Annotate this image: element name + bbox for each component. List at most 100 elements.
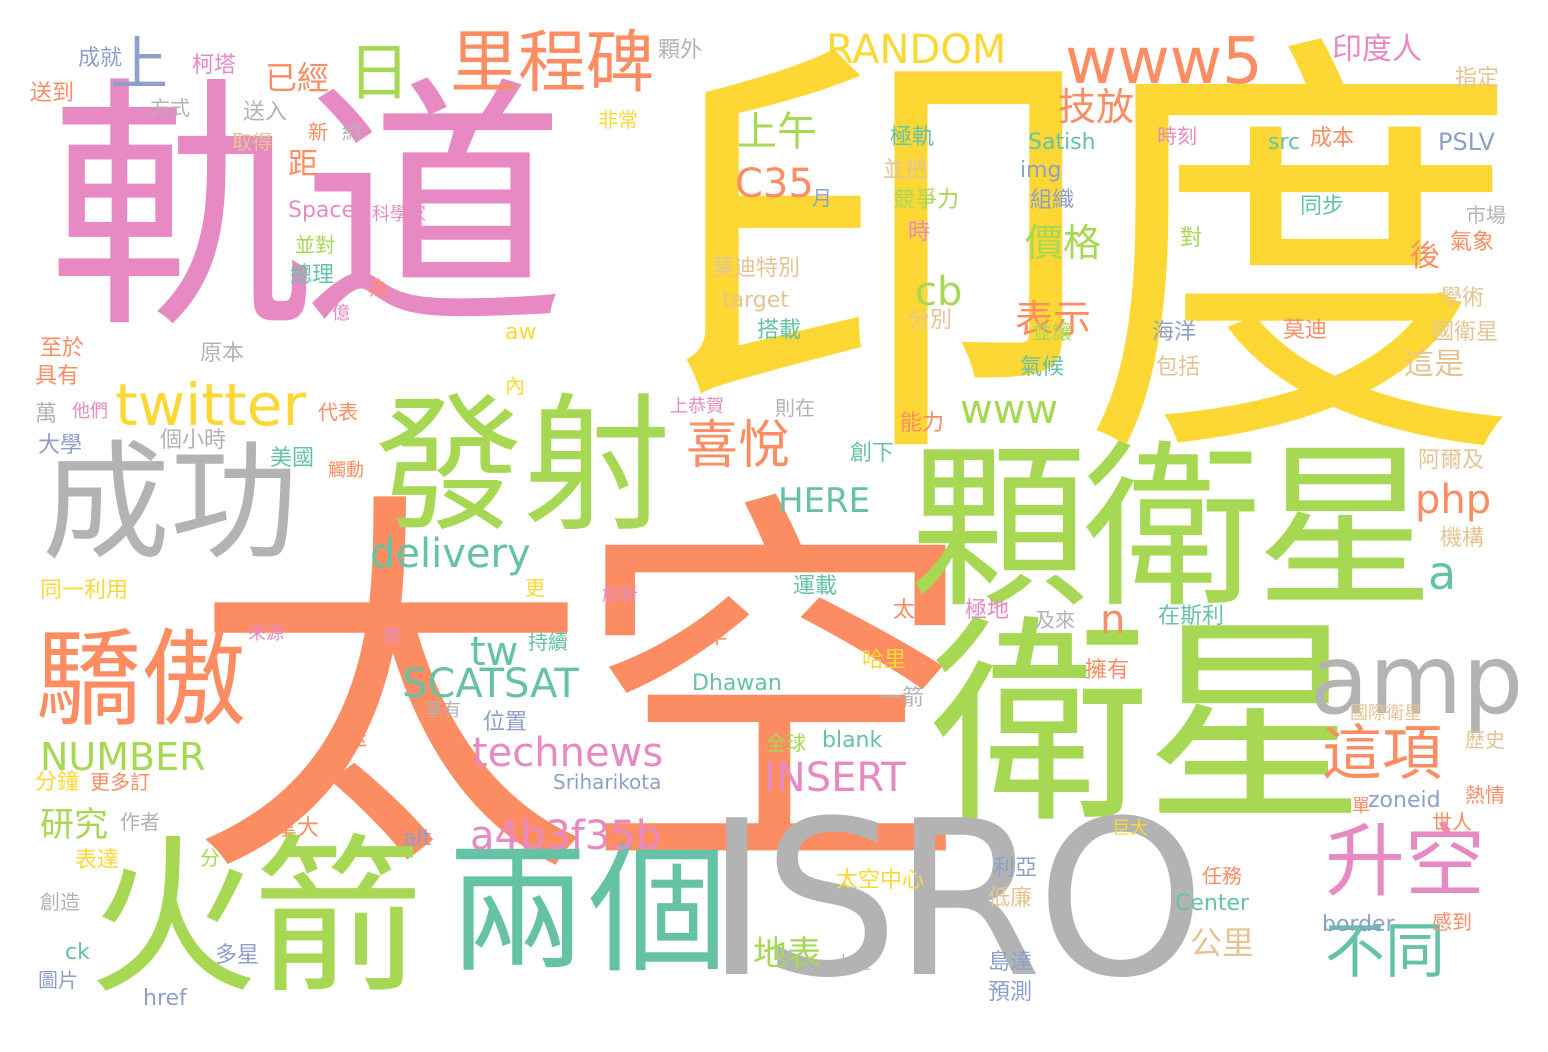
cloud-word: 這項 <box>1322 719 1442 789</box>
cloud-word: 地表 <box>753 934 821 974</box>
cloud-word: 火箭 <box>88 820 423 1018</box>
cloud-word: INSERT <box>764 755 906 801</box>
cloud-word: 發射 <box>375 380 671 552</box>
cloud-word: SCATSAT <box>402 661 579 707</box>
cloud-word: 驕傲 <box>36 619 247 741</box>
cloud-word: blank <box>822 728 883 753</box>
cloud-word: 取得 <box>232 130 272 154</box>
cloud-word: 表示 <box>1015 297 1092 341</box>
cloud-word: 海洋 <box>1152 320 1197 345</box>
cloud-word: src <box>1268 130 1301 155</box>
cloud-word: NUMBER <box>40 735 206 779</box>
cloud-word: 包括 <box>1156 355 1201 380</box>
cloud-word: 莫迪 <box>1283 318 1328 343</box>
cloud-word: 哈里 <box>862 648 907 673</box>
cloud-word: 位置 <box>483 710 528 735</box>
cloud-word: 總理 <box>290 263 335 288</box>
cloud-word: Dhawan <box>692 671 782 696</box>
cloud-word: 太空 <box>190 462 975 927</box>
cloud-word: 科學家 <box>372 204 426 225</box>
cloud-word: 同一利用 <box>40 578 129 603</box>
cloud-word: 研究 <box>40 805 108 845</box>
cloud-word: 送入 <box>243 100 288 125</box>
cloud-word: 成本 <box>1310 126 1355 151</box>
cloud-word: 並把 <box>883 158 928 183</box>
cloud-word: 方式 <box>150 96 190 120</box>
cloud-word: cb <box>915 269 963 315</box>
cloud-word: 單 <box>1352 796 1370 817</box>
cloud-word: delivery <box>370 531 531 577</box>
cloud-word: 柯塔 <box>192 53 237 78</box>
cloud-word: 氣象 <box>1450 230 1495 255</box>
cloud-word: 已經 <box>265 59 330 97</box>
cloud-word: 具有 <box>35 364 80 389</box>
cloud-word: 創新 <box>602 585 638 606</box>
cloud-word: Sriharikota <box>553 770 662 794</box>
cloud-word: RANDOM <box>826 27 1007 73</box>
cloud-word: 非常 <box>598 108 638 132</box>
cloud-word: 市場 <box>1466 203 1506 227</box>
cloud-word: 島達 <box>988 950 1033 975</box>
cloud-word: 組織 <box>1030 188 1075 213</box>
cloud-word: technews <box>472 730 664 776</box>
cloud-word: 喜悅 <box>686 416 791 476</box>
cloud-word: 價格 <box>1025 221 1102 265</box>
cloud-word: 大學 <box>38 433 83 458</box>
cloud-word: 印度 <box>660 2 1520 514</box>
cloud-word: a <box>1428 546 1457 600</box>
cloud-word: 太陽 <box>893 598 938 623</box>
cloud-word: 顆外 <box>658 38 703 63</box>
cloud-word: a4b3f35b <box>470 813 662 859</box>
cloud-word: HERE <box>778 481 871 521</box>
cloud-word: 升空 <box>1325 815 1485 908</box>
cloud-word: 國衛星 <box>1432 320 1499 345</box>
cloud-word: 搭載 <box>757 318 802 343</box>
cloud-word: 分 <box>200 846 220 870</box>
cloud-word: 上 <box>110 30 169 98</box>
cloud-word: 時刻 <box>1157 124 1197 148</box>
cloud-word: 運載 <box>793 574 838 599</box>
cloud-word: n <box>1100 597 1126 643</box>
cloud-word: 持續 <box>528 630 568 654</box>
cloud-word: 分鐘 <box>35 770 80 795</box>
cloud-word: 熱情 <box>1465 783 1505 807</box>
cloud-word: 並讓 <box>1032 320 1072 344</box>
cloud-word: alt <box>403 826 432 851</box>
cloud-word: zoneid <box>1368 788 1441 813</box>
cloud-word: 成就 <box>78 46 123 71</box>
cloud-word: 感到 <box>1432 910 1472 934</box>
cloud-word: 表達 <box>75 848 120 873</box>
cloud-word: 更 <box>525 576 545 600</box>
cloud-word: 約 <box>342 120 362 144</box>
cloud-word: C35 <box>735 161 814 207</box>
cloud-word: 享有 <box>425 700 461 721</box>
cloud-word: 國際衛星 <box>1350 703 1422 724</box>
cloud-word: ck <box>65 940 90 965</box>
cloud-word: 日 <box>348 36 411 109</box>
cloud-word: 極地 <box>965 598 1010 623</box>
cloud-word: tw <box>470 629 519 675</box>
cloud-word: 距 <box>288 147 318 182</box>
cloud-word: 更多訂 <box>90 770 150 794</box>
cloud-word: 加拿大 <box>253 816 320 841</box>
cloud-word: 億 <box>332 303 350 324</box>
cloud-word: 預測 <box>988 980 1033 1005</box>
cloud-word: amp <box>1310 624 1524 736</box>
cloud-word: 競爭力 <box>893 188 960 213</box>
cloud-word: 阿爾及 <box>1418 448 1485 473</box>
cloud-word: 上恭賀 <box>670 396 724 417</box>
cloud-word: 太空中心 <box>836 868 925 893</box>
cloud-word: PSLV <box>1438 128 1495 156</box>
cloud-word: 在斯利 <box>1158 604 1225 629</box>
cloud-word: 任務 <box>1202 864 1242 888</box>
cloud-word: 及來 <box>1035 608 1075 632</box>
cloud-word: 康 <box>383 626 401 647</box>
cloud-word: 多星 <box>215 943 260 968</box>
cloud-word: 成功 <box>42 429 299 578</box>
cloud-word: 上午 <box>737 109 817 155</box>
cloud-word: 來源 <box>248 623 284 644</box>
cloud-word: 個小時 <box>160 428 227 453</box>
cloud-word: 衛星 <box>930 597 1365 853</box>
cloud-word: 莫迪特別 <box>712 256 801 281</box>
